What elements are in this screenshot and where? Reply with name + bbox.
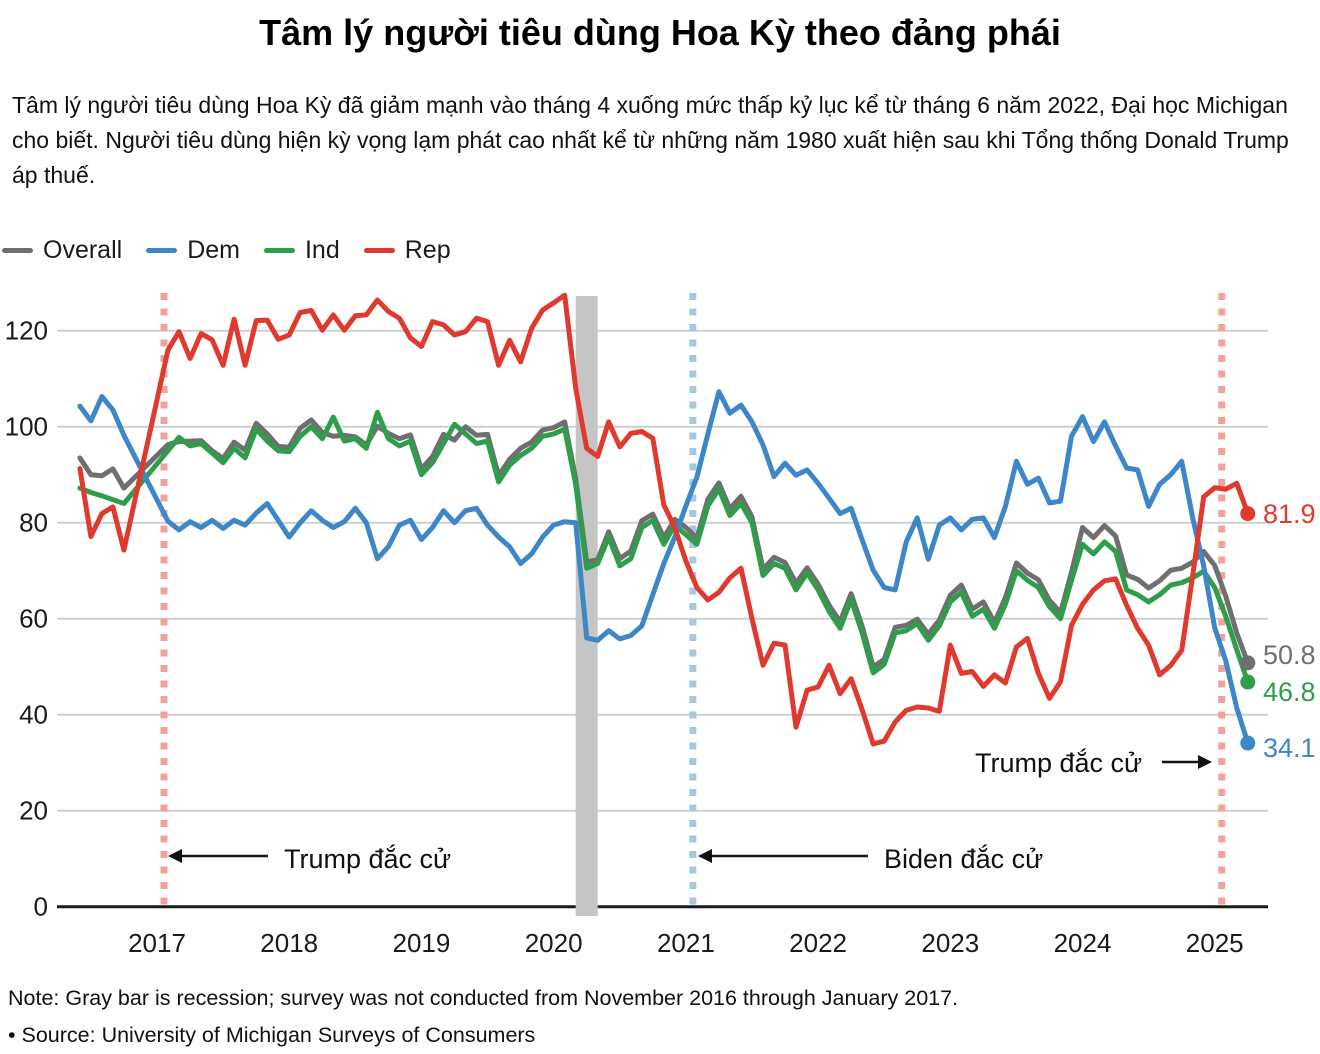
end-label-rep: 81.9 [1263,499,1316,529]
y-tick-label-20: 20 [19,796,48,826]
chart-legend: Overall Dem Ind Rep [2,236,475,265]
series-line-dem [77,389,1251,746]
x-tick-label-2017: 2017 [128,928,186,958]
recession-bar [575,296,598,916]
legend-label: Dem [187,236,240,264]
end-label-ind: 46.8 [1263,677,1316,707]
end-dot-overall [1240,655,1256,671]
y-tick-label-0: 0 [34,892,48,922]
y-tick-label-120: 120 [5,316,48,346]
y-tick-label-60: 60 [19,604,48,634]
x-tick-label-2023: 2023 [921,928,979,958]
end-dot-rep [1240,506,1256,522]
annotation-arrowhead-biden-2021 [698,849,712,863]
x-tick-label-2021: 2021 [657,928,715,958]
source-line: • Source: University of Michigan Surveys… [8,1023,536,1047]
legend-item-rep: Rep [363,236,451,265]
annotation-text-trump-2017: Trump đắc cử [284,843,451,874]
y-tick-label-40: 40 [19,700,48,730]
legend-swatch-overall [2,248,33,253]
series-line-ind [77,409,1251,685]
y-tick-label-100: 100 [5,412,48,442]
end-dot-ind [1240,674,1256,690]
legend-swatch-ind [263,248,295,253]
legend-item-overall: Overall [2,236,122,265]
page-title: Tâm lý người tiêu dùng Hoa Kỳ theo đảng … [259,12,1061,53]
chart-subtitle: Tâm lý người tiêu dùng Hoa Kỳ đã giảm mạ… [12,92,1289,188]
footnote: Note: Gray bar is recession; survey was … [8,986,959,1010]
legend-label: Ind [304,236,340,264]
x-tick-label-2018: 2018 [260,928,318,958]
end-dot-dem [1240,735,1256,751]
legend-label: Rep [404,236,451,264]
annotation-text-trump-2025: Trump đắc cử [975,747,1142,778]
series-line-rep [77,292,1251,747]
annotation-text-biden-2021: Biden đắc cử [884,843,1043,874]
end-label-overall: 50.8 [1263,640,1316,670]
end-label-dem: 34.1 [1263,733,1316,763]
x-tick-label-2025: 2025 [1186,928,1244,958]
annotation-arrowhead-trump-2025 [1198,755,1212,769]
x-tick-label-2024: 2024 [1054,928,1112,958]
y-tick-label-80: 80 [19,508,48,538]
x-tick-label-2020: 2020 [525,928,583,958]
annotation-arrowhead-trump-2017 [168,849,182,863]
x-tick-label-2022: 2022 [789,928,847,958]
legend-label: Overall [43,236,123,264]
legend-item-dem: Dem [146,236,240,265]
legend-swatch-dem [146,248,178,253]
x-tick-label-2019: 2019 [393,928,451,958]
legend-item-ind: Ind [263,236,340,265]
legend-swatch-rep [363,248,395,253]
